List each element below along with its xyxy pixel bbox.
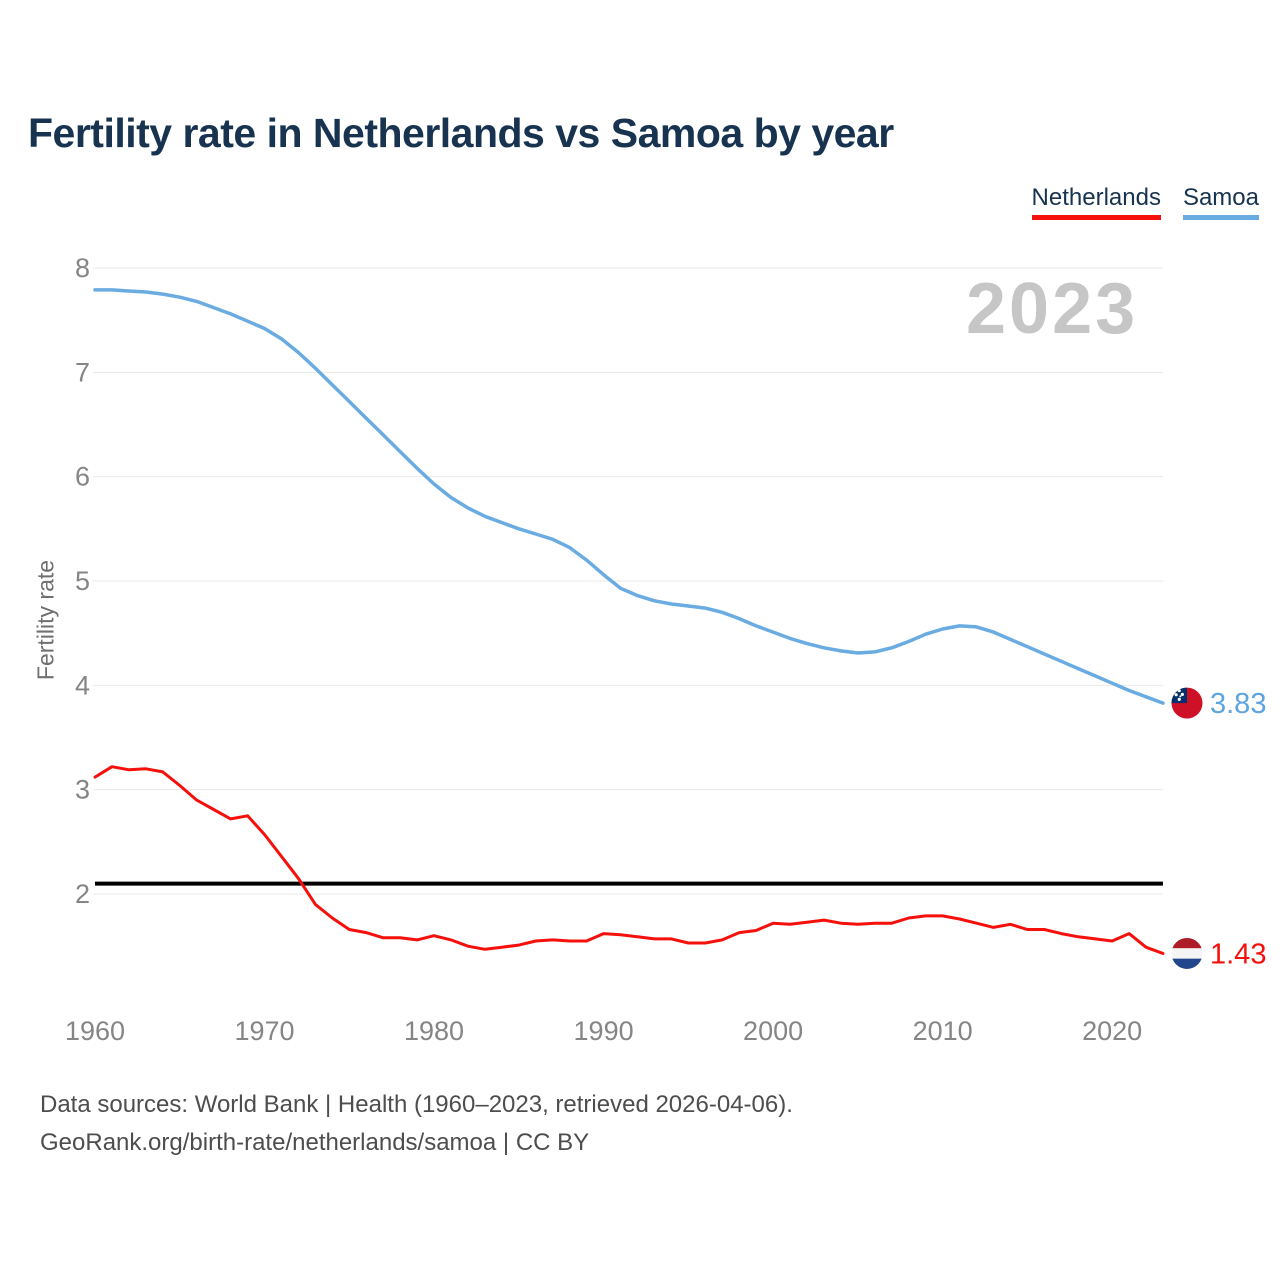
y-tick-label: 4 [75, 670, 90, 700]
y-tick-label: 6 [75, 462, 90, 492]
end-value-label-netherlands: 1.43 [1210, 938, 1266, 970]
y-tick-label: 7 [75, 357, 90, 387]
footer-line-2: GeoRank.org/birth-rate/netherlands/samoa… [40, 1128, 590, 1156]
series-line-netherlands[interactable] [93, 765, 1165, 955]
series-line-samoa[interactable] [93, 288, 1165, 705]
legend: Netherlands Samoa [1031, 184, 1259, 220]
y-tick-label: 8 [75, 253, 90, 283]
year-watermark: 2023 [966, 269, 1139, 349]
x-tick-label: 2000 [743, 1016, 803, 1046]
y-tick-label: 5 [75, 566, 90, 596]
netherlands-flag-icon [1171, 937, 1203, 969]
x-tick-label: 2010 [913, 1016, 973, 1046]
data-source-footer: Data sources: World Bank | Health (1960–… [40, 1086, 793, 1162]
samoa-flag-icon [1171, 687, 1203, 719]
legend-underline-netherlands [1031, 215, 1161, 220]
y-tick-label: 3 [75, 775, 90, 805]
legend-item-samoa[interactable]: Samoa [1182, 184, 1259, 220]
y-tick-label: 2 [75, 879, 90, 909]
legend-label-samoa: Samoa [1182, 184, 1259, 211]
x-tick-label: 1970 [234, 1016, 294, 1046]
x-tick-label: 1990 [574, 1016, 634, 1046]
legend-item-netherlands[interactable]: Netherlands [1031, 184, 1161, 220]
x-tick-label: 1980 [404, 1016, 464, 1046]
legend-label-netherlands: Netherlands [1031, 184, 1161, 211]
x-tick-label: 1960 [65, 1016, 125, 1046]
x-tick-label: 2020 [1082, 1016, 1142, 1046]
footer-line-1: Data sources: World Bank | Health (1960–… [40, 1091, 793, 1118]
legend-underline-samoa [1182, 215, 1259, 220]
end-value-label-samoa: 3.83 [1210, 688, 1266, 720]
chart-title: Fertility rate in Netherlands vs Samoa b… [28, 110, 894, 156]
